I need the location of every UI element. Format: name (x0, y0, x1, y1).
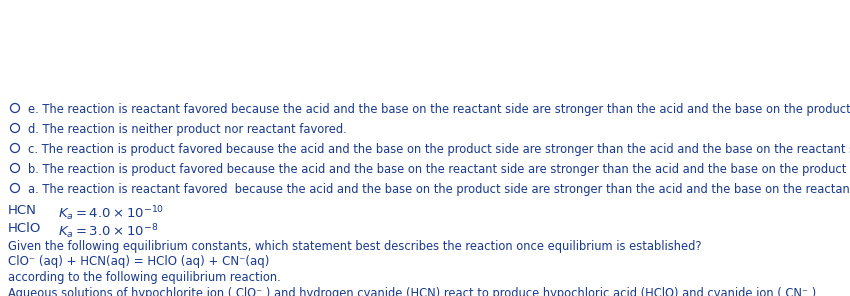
Text: a. The reaction is reactant favored  because the acid and the base on the produc: a. The reaction is reactant favored beca… (28, 183, 850, 196)
Text: e. The reaction is reactant favored because the acid and the base on the reactan: e. The reaction is reactant favored beca… (28, 103, 850, 116)
Text: c. The reaction is product favored because the acid and the base on the product : c. The reaction is product favored becau… (28, 143, 850, 156)
Text: $K_a = 4.0 \times 10^{-10}$: $K_a = 4.0 \times 10^{-10}$ (58, 204, 164, 223)
Text: ClO⁻ (aq) + HCN(aq) = HClO (aq) + CN⁻(aq): ClO⁻ (aq) + HCN(aq) = HClO (aq) + CN⁻(aq… (8, 255, 269, 268)
Text: Aqueous solutions of hypochlorite ion ( ClO⁻ ) and hydrogen cyanide (HCN) react : Aqueous solutions of hypochlorite ion ( … (8, 287, 816, 296)
Text: b. The reaction is product favored because the acid and the base on the reactant: b. The reaction is product favored becau… (28, 163, 850, 176)
Text: HClO: HClO (8, 222, 42, 235)
Text: HCN: HCN (8, 204, 37, 217)
Text: $K_a = 3.0 \times 10^{-8}$: $K_a = 3.0 \times 10^{-8}$ (58, 222, 158, 241)
Text: Given the following equilibrium constants, which statement best describes the re: Given the following equilibrium constant… (8, 240, 701, 253)
Text: according to the following equilibrium reaction.: according to the following equilibrium r… (8, 271, 280, 284)
Text: d. The reaction is neither product nor reactant favored.: d. The reaction is neither product nor r… (28, 123, 347, 136)
